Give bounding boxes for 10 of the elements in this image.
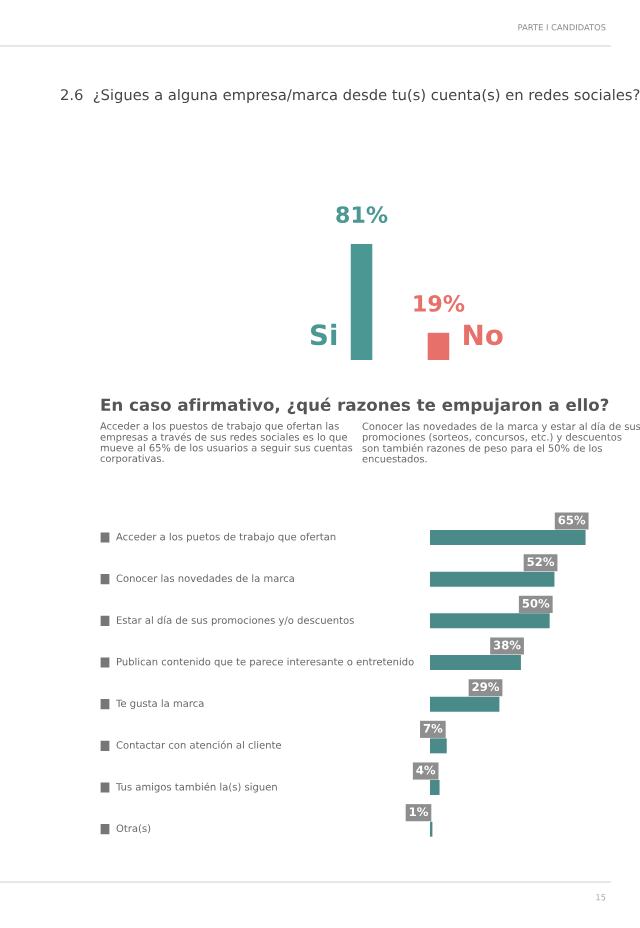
bar — [430, 655, 521, 670]
data-label: 19% — [414, 295, 465, 312]
x-tick-label: Si — [310, 323, 337, 346]
bar — [430, 571, 555, 587]
chart-title: En caso afirmativo, ¿qué razones te empujaron a ello? — [101, 397, 609, 415]
bar — [430, 696, 500, 712]
x-tick-label: No — [464, 324, 503, 346]
bar — [430, 613, 550, 629]
data-label: 81% — [336, 206, 388, 224]
bar — [430, 530, 586, 545]
